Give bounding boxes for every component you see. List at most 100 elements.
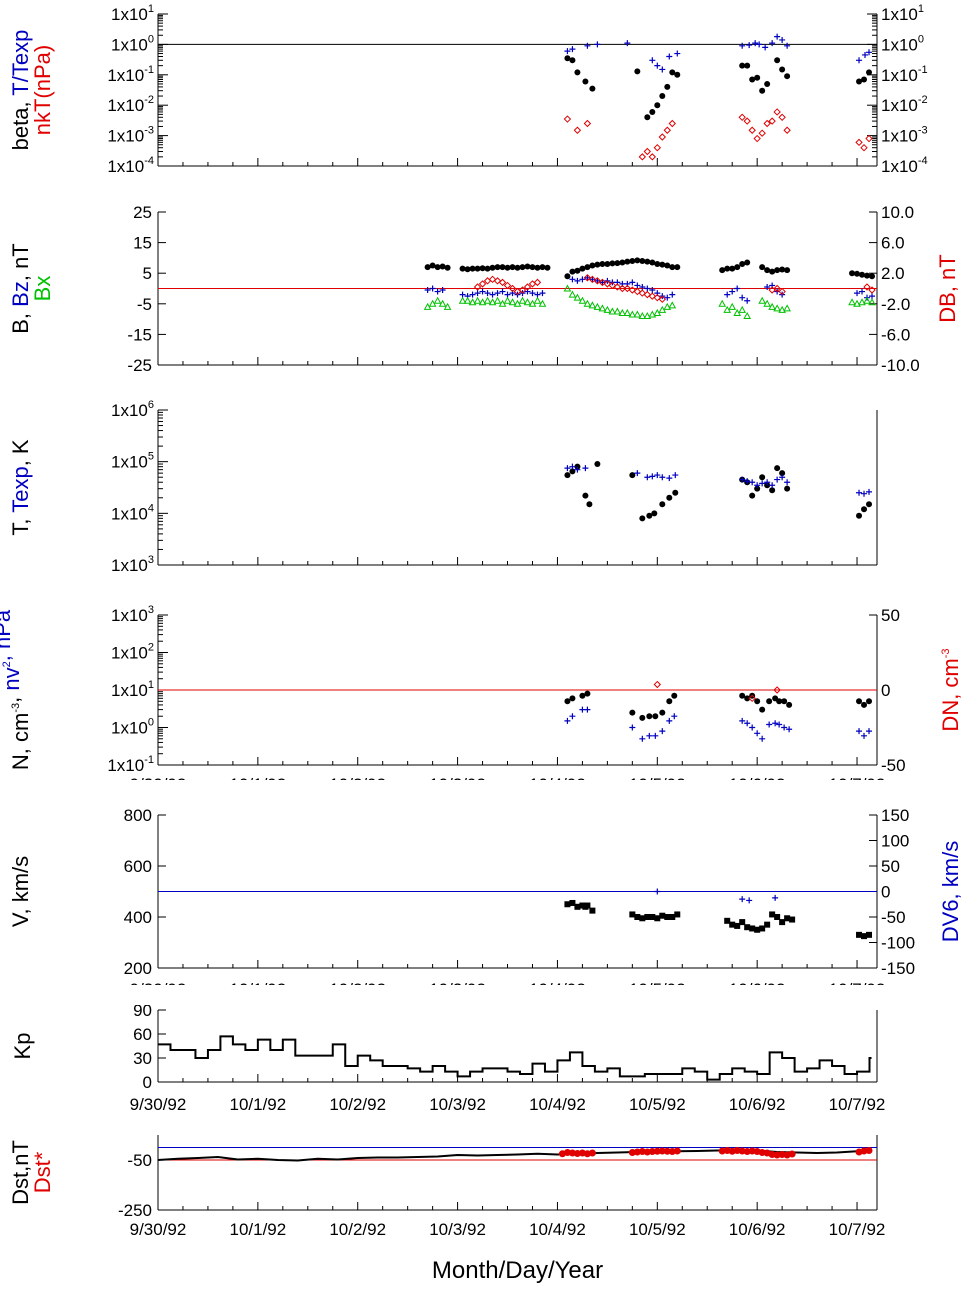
data-point (503, 296, 512, 304)
y-tick-label: 30 (133, 1049, 152, 1068)
data-point (774, 914, 781, 920)
data-point (634, 257, 641, 264)
data-point (859, 271, 866, 278)
y-axis-label: B, Bz, nT (8, 243, 33, 334)
data-point (779, 474, 786, 481)
x-tick-label: 10/3/92 (429, 775, 486, 780)
data-point (598, 304, 607, 312)
data-point (671, 713, 678, 720)
data-point (443, 302, 452, 310)
data-point (588, 275, 597, 284)
right-tick-label: 50 (881, 606, 900, 625)
data-point (754, 74, 761, 81)
y-tick-label: 0 (143, 1073, 152, 1092)
right-axis-label: DB, nT (935, 254, 960, 322)
data-point (569, 695, 576, 702)
data-point (749, 724, 756, 731)
data-point (604, 261, 611, 268)
data-point (664, 83, 671, 90)
data-point (628, 286, 637, 294)
x-tick-label: 9/30/92 (130, 1220, 187, 1239)
y-tick-label: 1x105 (111, 451, 154, 472)
right-tick-label: 50 (881, 857, 900, 876)
data-point (652, 713, 659, 720)
data-point (478, 298, 487, 306)
data-point (674, 264, 681, 271)
right-tick-label: 1x10-3 (881, 125, 928, 146)
data-point (574, 69, 581, 76)
data-point (861, 701, 868, 708)
data-point (654, 62, 661, 69)
data-point (734, 922, 741, 929)
data-point (649, 259, 656, 266)
data-point (584, 902, 591, 909)
data-point (865, 1147, 873, 1154)
data-point (729, 265, 736, 272)
right-tick-label: 6.0 (881, 234, 905, 253)
data-point (639, 735, 646, 742)
data-point (668, 301, 677, 309)
data-point (653, 293, 662, 302)
x-tick-label: 10/6/92 (729, 980, 786, 985)
data-point (618, 284, 627, 293)
data-point (749, 492, 756, 499)
data-point (789, 916, 796, 923)
dst-chart: 9/30/92 10/1/92 10/2/92 10/3/92 10/4/92 10/5/… (8, 1135, 885, 1284)
data-point (594, 41, 601, 48)
data-point (589, 262, 596, 269)
data-point (623, 308, 632, 316)
data-point (484, 265, 491, 272)
x-tick-label: 10/1/92 (229, 775, 286, 780)
data-point (584, 42, 591, 49)
y-axis-label: beta, T/Texp (8, 30, 33, 151)
data-point (769, 487, 776, 494)
data-point (729, 921, 736, 928)
data-point (629, 257, 636, 264)
data-point (658, 133, 667, 141)
data-point (744, 478, 751, 485)
x-tick-label: 10/5/92 (629, 775, 686, 780)
data-point (628, 310, 637, 318)
x-tick-label: 10/7/92 (829, 980, 886, 985)
data-point (646, 713, 653, 720)
data-point (653, 680, 662, 689)
data-point (861, 506, 868, 513)
data-point (778, 287, 786, 296)
x-tick-label: 10/4/92 (529, 1220, 586, 1239)
x-tick-label: 10/2/92 (329, 775, 386, 780)
data-point (569, 57, 576, 64)
data-point (781, 698, 788, 705)
data-point (573, 293, 582, 301)
data-point (633, 287, 642, 296)
data-point (489, 291, 496, 298)
data-point (744, 695, 751, 702)
x-tick-label: 9/30/92 (130, 980, 187, 985)
data-point (659, 501, 666, 508)
data-point (866, 501, 873, 508)
x-tick-label: 10/7/92 (829, 775, 886, 780)
y-tick-label: 1x102 (111, 642, 154, 663)
y-tick-label: 600 (124, 857, 152, 876)
data-point (493, 277, 502, 285)
data-point (564, 48, 571, 55)
data-point (593, 277, 602, 285)
data-point (659, 474, 666, 481)
data-point (856, 57, 863, 64)
data-point (651, 510, 658, 517)
data-point (508, 284, 517, 293)
data-point (744, 720, 751, 727)
data-point (769, 40, 776, 47)
data-point (856, 489, 863, 496)
data-point (756, 41, 763, 48)
right-tick-label: 1x10-4 (881, 155, 928, 176)
data-point (603, 280, 612, 288)
data-point (639, 714, 646, 721)
right-tick-label: 0 (881, 883, 890, 902)
data-point (734, 264, 741, 271)
y-tick-label: 200 (124, 959, 152, 978)
data-point (669, 914, 676, 920)
data-point (848, 298, 856, 306)
data-point (764, 283, 771, 290)
data-point (674, 911, 681, 918)
panel-kp: 9/30/92 10/1/92 10/2/92 10/3/92 10/4/92 10/5/… (0, 1001, 977, 1120)
